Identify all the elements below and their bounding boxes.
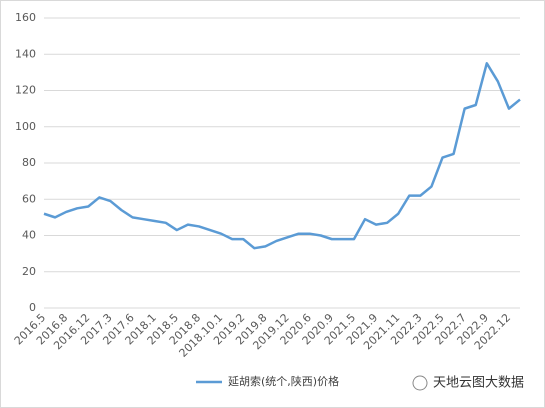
y-tick-label: 0	[29, 301, 36, 314]
legend-label: 延胡索(统个,陕西)价格	[228, 374, 339, 388]
watermark-text: 天地云图大数据	[433, 376, 524, 391]
y-tick-label: 140	[15, 47, 36, 60]
y-tick-label: 40	[22, 229, 36, 242]
y-tick-label: 100	[15, 120, 36, 133]
y-tick-label: 80	[22, 156, 36, 169]
y-tick-label: 20	[22, 265, 36, 278]
y-tick-label: 160	[15, 11, 36, 24]
watermark: 天地云图大数据	[412, 375, 524, 391]
y-tick-label: 120	[15, 84, 36, 97]
watermark-icon	[412, 375, 428, 391]
y-tick-label: 60	[22, 192, 36, 205]
line	[43, 62, 521, 250]
